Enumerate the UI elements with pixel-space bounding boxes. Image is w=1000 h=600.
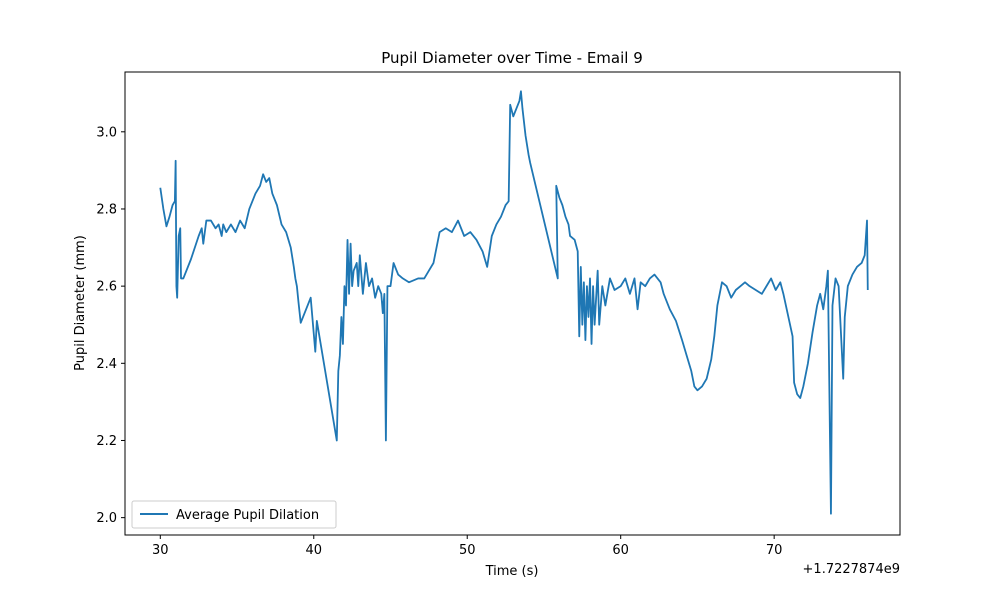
- x-offset-label: +1.7227874e9: [803, 562, 900, 577]
- x-axis-label: Time (s): [485, 564, 539, 579]
- y-tick-label: 2.0: [96, 511, 117, 526]
- y-tick-label: 2.4: [96, 357, 117, 372]
- series-line-average-pupil-dilation: [159, 90, 869, 515]
- series-layer: [159, 90, 869, 515]
- legend: Average Pupil Dilation: [131, 500, 337, 529]
- legend-entry-label: Average Pupil Dilation: [176, 508, 319, 523]
- x-axis: 30 40 50 60 70: [152, 535, 782, 558]
- y-tick-label: 2.2: [96, 434, 117, 449]
- x-tick-label: 50: [459, 543, 476, 558]
- plot-area: [124, 71, 901, 536]
- legend-box: [131, 500, 337, 529]
- x-tick-label: 60: [612, 543, 629, 558]
- y-axis: 2.0 2.2 2.4 2.6 2.8 3.0: [96, 125, 125, 526]
- x-tick-label: 40: [305, 543, 322, 558]
- y-tick-label: 2.6: [96, 280, 117, 295]
- x-tick-label: 30: [152, 543, 169, 558]
- chart-title: Pupil Diameter over Time - Email 9: [381, 49, 643, 67]
- y-tick-label: 2.8: [96, 202, 117, 217]
- y-tick-label: 3.0: [96, 125, 117, 140]
- y-axis-label: Pupil Diameter (mm): [73, 235, 88, 371]
- x-tick-label: 70: [766, 543, 783, 558]
